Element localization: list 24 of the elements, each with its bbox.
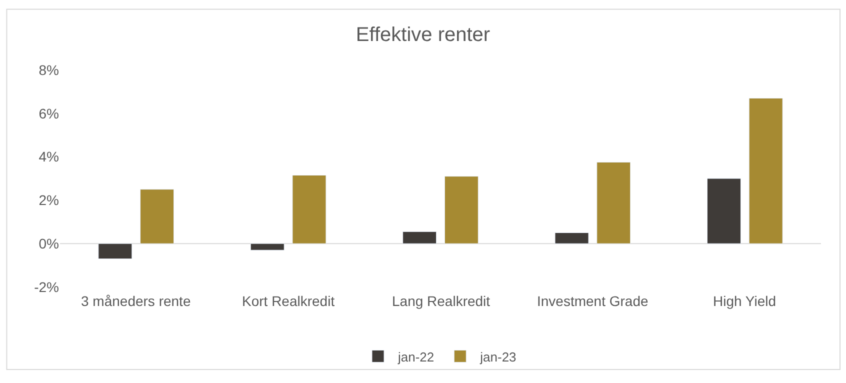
y-tick-label: 0%: [38, 236, 59, 252]
x-tick-label: Kort Realkredit: [242, 293, 335, 309]
bar: [98, 243, 132, 260]
y-tick-label: 4%: [38, 148, 59, 165]
bar: [444, 176, 478, 244]
x-tick-label: Investment Grade: [537, 293, 648, 309]
chart-title: Effektive renter: [356, 24, 490, 46]
legend-label: jan-23: [479, 349, 516, 364]
bar: [596, 162, 631, 244]
y-tick-label: 6%: [38, 105, 59, 122]
x-tick-label: Lang Realkredit: [392, 293, 490, 309]
y-tick-label: -2%: [34, 278, 59, 295]
x-tick-label: 3 måneders rente: [81, 293, 191, 309]
bar: [706, 178, 741, 244]
bar: [554, 232, 589, 244]
bar: [250, 243, 284, 250]
bar: [748, 98, 783, 244]
bar: [402, 231, 437, 244]
y-tick-label: 8%: [38, 62, 59, 78]
y-tick-label: 2%: [38, 192, 59, 208]
bar: [140, 189, 174, 244]
x-tick-label: High Yield: [713, 293, 776, 309]
legend-label: jan-22: [397, 349, 434, 364]
bar: [292, 175, 326, 244]
